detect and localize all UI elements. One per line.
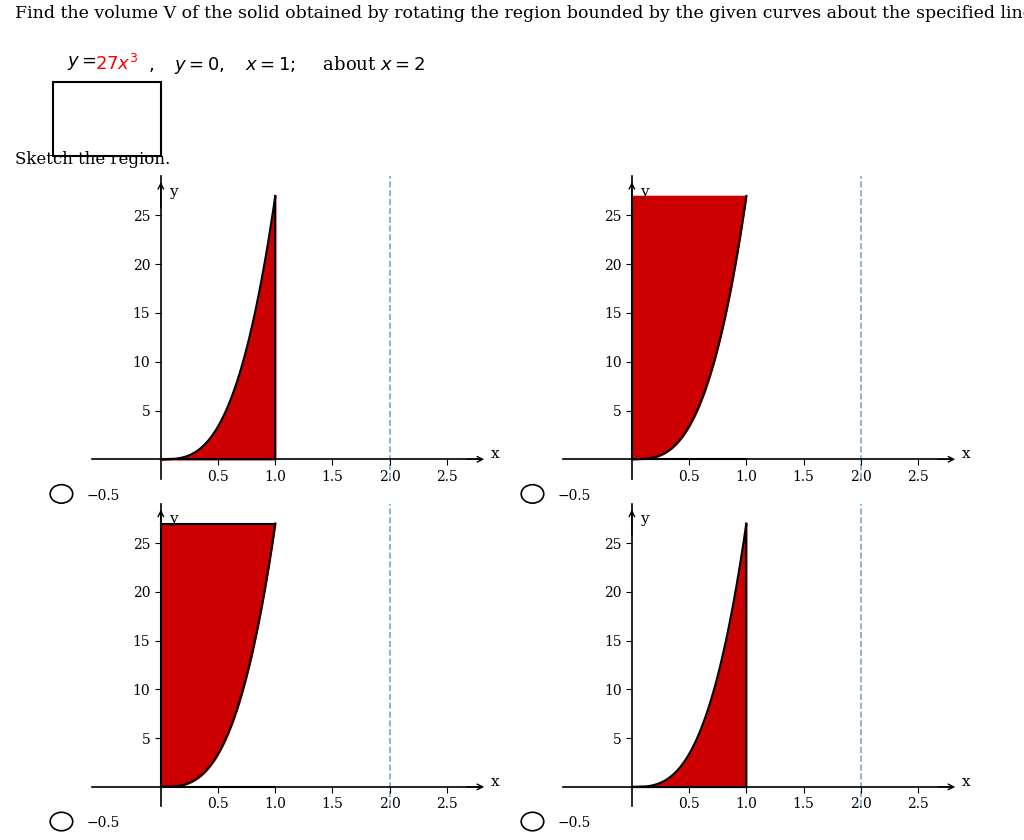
Text: x: x [962, 448, 970, 461]
Text: Find the volume V of the solid obtained by rotating the region bounded by the gi: Find the volume V of the solid obtained … [15, 5, 1024, 22]
Text: y: y [169, 185, 177, 199]
Text: −0.5: −0.5 [558, 816, 591, 830]
Text: x: x [490, 448, 499, 461]
Text: −0.5: −0.5 [87, 816, 120, 830]
Text: $27x^3$: $27x^3$ [95, 54, 138, 74]
Text: y: y [640, 185, 648, 199]
Text: $y = $: $y = $ [67, 54, 96, 71]
FancyBboxPatch shape [53, 82, 161, 156]
Text: −0.5: −0.5 [87, 489, 120, 502]
Text: x: x [962, 775, 970, 789]
Text: y: y [169, 512, 177, 527]
Text: −0.5: −0.5 [558, 489, 591, 502]
Text: Sketch the region.: Sketch the region. [15, 151, 171, 168]
Text: x: x [490, 775, 499, 789]
Text: $,\quad y = 0, \quad x = 1; \quad$ about $x = 2$: $,\quad y = 0, \quad x = 1; \quad$ about… [148, 54, 425, 76]
Text: y: y [640, 512, 648, 527]
